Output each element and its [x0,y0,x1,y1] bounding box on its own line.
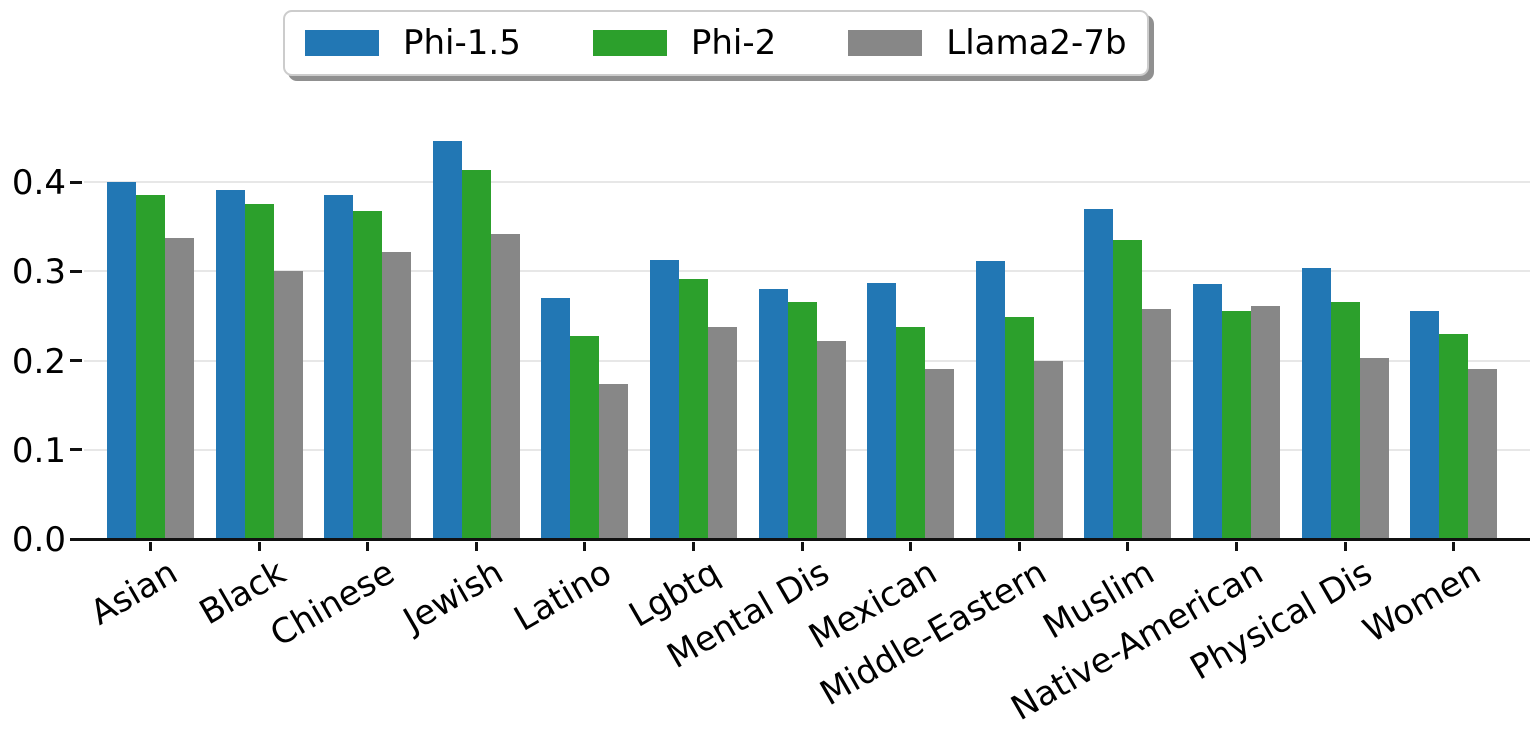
chart-legend: Phi-1.5 Phi-2 Llama2-7b [283,10,1149,76]
bar [1004,316,1034,539]
bar [816,340,846,539]
bar [432,140,462,539]
bar [787,301,817,539]
bar [650,259,679,539]
x-tick-mark [474,542,478,551]
x-tick-mark [1126,542,1130,551]
bar [1084,208,1114,539]
y-tick-label: 0.4 [11,163,66,203]
bar [215,190,245,539]
y-gridline [84,181,1530,183]
bar [1222,310,1251,539]
y-tick-label: 0.3 [11,252,66,293]
bar [1142,308,1172,539]
bar [599,383,629,539]
x-tick-label: Asian [83,552,184,634]
bar [867,282,897,539]
legend-label-phi-1-5: Phi-1.5 [403,23,521,63]
bar [1251,306,1280,539]
bar [975,260,1005,539]
y-tick-mark [70,359,82,362]
x-tick-mark [692,542,695,551]
bar [1113,240,1143,539]
bar [1359,357,1389,539]
bar [1468,368,1498,539]
x-tick-mark [149,542,152,551]
bar [244,204,274,539]
x-tick-mark [800,542,804,551]
bar [1301,267,1331,539]
x-tick-label: Jewish [396,552,510,641]
bar [324,195,354,539]
bar [925,369,955,539]
legend-swatch-phi-2 [592,30,667,56]
bar [382,251,412,539]
x-tick-mark [257,542,261,551]
bar [353,211,383,539]
bar [490,233,520,539]
x-tick-mark [1452,542,1456,551]
legend-swatch-llama2-7b [848,30,923,56]
legend-label-llama2-7b: Llama2-7b [946,23,1127,63]
x-tick-mark [583,542,587,551]
y-gridline [84,270,1530,273]
bar [758,289,788,539]
y-tick-label: 0.0 [11,520,66,560]
bar [1410,310,1440,539]
x-tick-mark [1343,542,1347,551]
bar [273,271,303,539]
legend-label-phi-2: Phi-2 [690,23,777,63]
x-tick-mark [1235,542,1238,551]
bar [708,326,737,539]
legend-item-phi-2: Phi-2 [592,23,777,63]
bar [107,182,136,539]
bar [1193,283,1222,539]
x-tick-label: Latino [507,552,619,640]
y-tick-label: 0.2 [11,341,66,382]
legend-item-llama2-7b: Llama2-7b [848,23,1127,63]
bar [1330,301,1360,539]
y-tick-mark [70,180,82,184]
bar [165,238,194,539]
x-axis-line [80,538,1530,541]
legend-item-phi-1-5: Phi-1.5 [305,26,521,60]
bar [136,195,165,539]
legend-swatch-phi-1-5 [305,30,379,56]
bar [1439,333,1469,539]
bar [570,335,600,539]
y-tick-mark [70,269,82,273]
bar [461,170,491,539]
y-tick-mark [70,537,82,541]
y-tick-label: 0.1 [11,430,66,471]
x-tick-mark [909,542,913,551]
x-tick-mark [366,542,370,551]
y-tick-mark [70,448,82,452]
x-tick-label: Women [1356,552,1488,652]
x-tick-mark [1017,542,1021,551]
bar [1033,360,1063,539]
bar [541,298,571,539]
bar [896,326,926,539]
x-tick-label: Chinese [263,552,402,655]
bar [679,279,708,539]
